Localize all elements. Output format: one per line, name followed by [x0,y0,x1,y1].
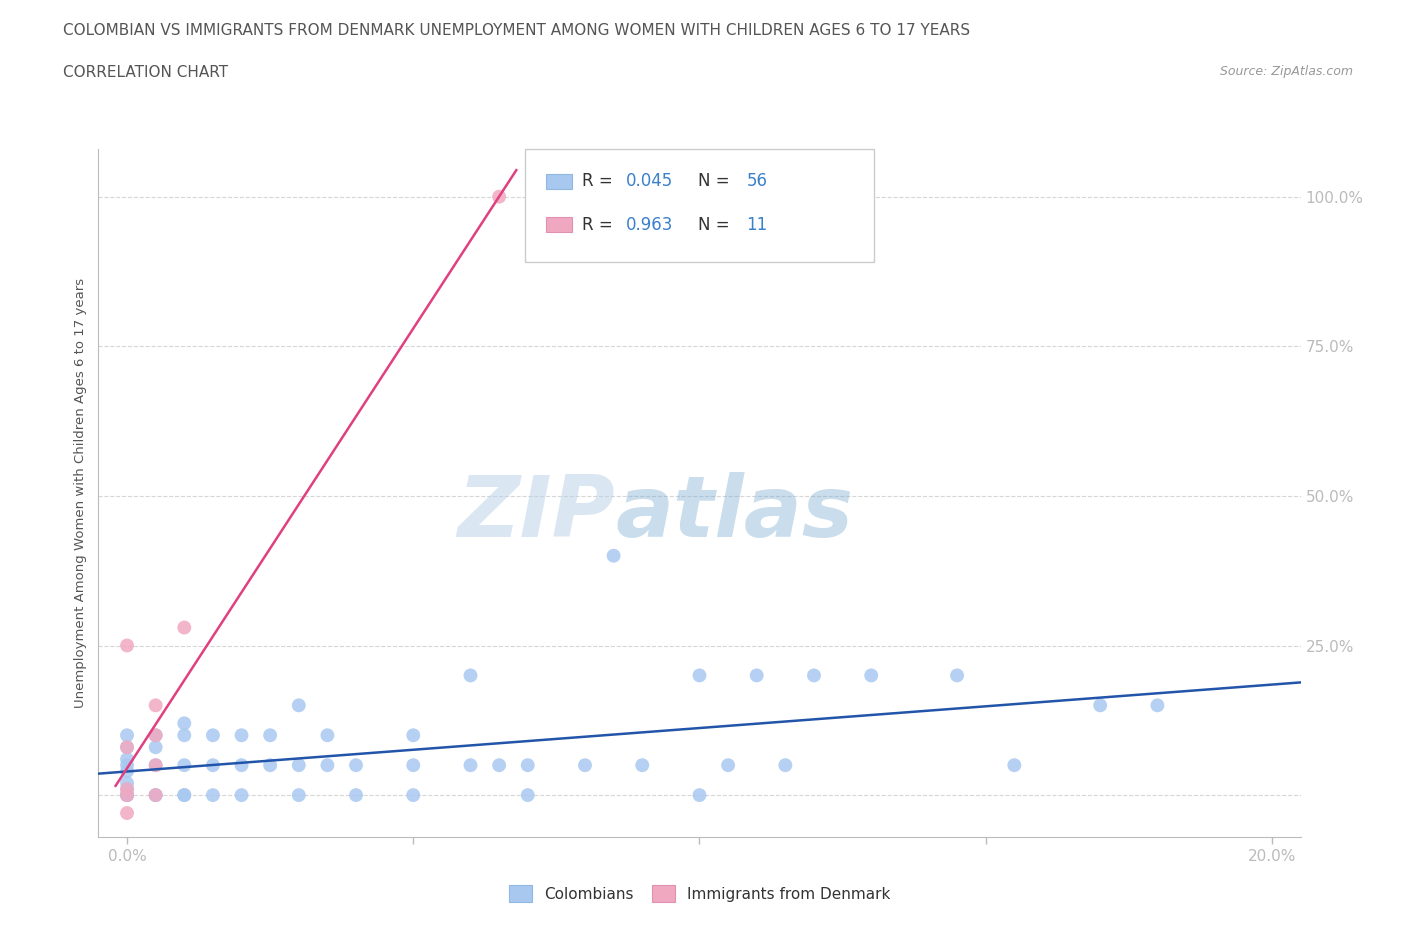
Point [173,620,195,635]
Point [145,758,167,773]
Point [460,668,482,683]
Point [173,788,195,803]
Point [717,758,740,773]
Text: N =: N = [699,216,735,233]
Legend: Colombians, Immigrants from Denmark: Colombians, Immigrants from Denmark [502,879,897,909]
Point [115,751,138,766]
Point [115,739,138,754]
Point [115,776,138,790]
Text: N =: N = [699,172,735,190]
Text: R =: R = [582,216,617,233]
Point [115,758,138,773]
Point [173,728,195,743]
Point [775,758,797,773]
Point [287,758,309,773]
FancyBboxPatch shape [546,174,572,189]
Point [402,728,425,743]
Point [115,739,138,754]
Text: R =: R = [582,172,617,190]
FancyBboxPatch shape [526,149,873,262]
Point [115,788,138,803]
Point [402,758,425,773]
Point [344,758,367,773]
Point [259,758,281,773]
Text: ZIP: ZIP [458,472,616,555]
Text: CORRELATION CHART: CORRELATION CHART [63,65,228,80]
Point [173,758,195,773]
Point [1088,698,1111,712]
Point [745,668,768,683]
Point [1146,698,1168,712]
Text: Source: ZipAtlas.com: Source: ZipAtlas.com [1219,65,1353,78]
Point [316,758,339,773]
Point [145,739,167,754]
Point [231,758,253,773]
Point [631,758,654,773]
Point [574,758,596,773]
Text: 56: 56 [747,172,768,190]
Y-axis label: Unemployment Among Women with Children Ages 6 to 17 years: Unemployment Among Women with Children A… [75,278,87,708]
Point [115,638,138,653]
Point [145,788,167,803]
Point [259,728,281,743]
Point [173,716,195,731]
Text: atlas: atlas [616,472,853,555]
Point [231,728,253,743]
Point [402,788,425,803]
Point [173,788,195,803]
Text: COLOMBIAN VS IMMIGRANTS FROM DENMARK UNEMPLOYMENT AMONG WOMEN WITH CHILDREN AGES: COLOMBIAN VS IMMIGRANTS FROM DENMARK UNE… [63,23,970,38]
Point [316,728,339,743]
Point [115,728,138,743]
Point [488,758,510,773]
Point [287,698,309,712]
Text: 11: 11 [747,216,768,233]
Point [688,788,710,803]
Point [145,788,167,803]
Point [115,805,138,820]
Point [488,189,510,204]
Point [201,758,224,773]
Point [803,668,825,683]
Point [201,788,224,803]
Point [1002,758,1025,773]
Point [145,728,167,743]
Point [115,782,138,797]
Point [145,698,167,712]
Point [115,764,138,778]
FancyBboxPatch shape [546,217,572,232]
Point [516,788,538,803]
Point [145,728,167,743]
Point [287,788,309,803]
Point [231,788,253,803]
Point [201,728,224,743]
Point [344,788,367,803]
Point [460,758,482,773]
Point [946,668,969,683]
Point [115,782,138,797]
Point [602,549,624,564]
Point [516,758,538,773]
Text: 0.045: 0.045 [626,172,673,190]
Point [115,788,138,803]
Point [688,668,710,683]
Point [115,788,138,803]
Point [860,668,883,683]
Point [145,758,167,773]
Text: 0.963: 0.963 [626,216,673,233]
Point [115,788,138,803]
Point [145,788,167,803]
